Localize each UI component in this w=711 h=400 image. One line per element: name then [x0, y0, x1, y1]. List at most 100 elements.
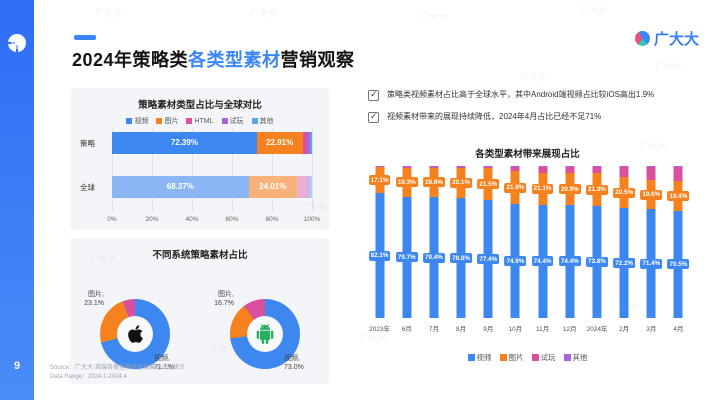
donut-hole: [247, 316, 283, 352]
column-segment-试玩: [402, 166, 412, 168]
bar-row-label: 策略: [80, 139, 95, 148]
column-value-label: 82.1%: [368, 250, 391, 261]
column-value-label: 74.4%: [531, 256, 554, 267]
source-line-1: Source：广大大-双端各类型素材全球展现占比统计: [50, 365, 186, 371]
legend-label: 其他: [572, 353, 588, 362]
legend-label: 其他: [259, 118, 274, 125]
column-value-label: 19.6%: [640, 189, 663, 200]
donut-label: 视频, 71.1%: [154, 355, 194, 373]
column-chart-title: 各类型素材带来展现占比: [475, 149, 580, 160]
type-chart-title: 策略素材类型占比与全球对比: [138, 100, 262, 111]
donut-ring: [230, 299, 300, 369]
watermark: 广大大: [580, 6, 608, 16]
bar-segment-HTML: [296, 176, 306, 198]
legend-label: 试玩: [229, 118, 244, 125]
legend-item: 图片: [499, 352, 524, 363]
column-segment-试玩: [456, 166, 466, 168]
watermark: 广大大: [250, 8, 278, 18]
bar-segment-其他: [309, 176, 312, 198]
checkbox-checked-icon[interactable]: [368, 89, 379, 101]
legend-item: 视频: [467, 352, 492, 363]
gridline: [232, 128, 233, 212]
donut-label: 视频, 73.0%: [284, 355, 324, 373]
gridline: [112, 128, 113, 212]
axis-tick: 0%: [107, 216, 117, 223]
column-stack: [673, 166, 683, 318]
insight-text: 视频素材带来的展现持续降低，2024年4月占比已经不足71%: [387, 112, 602, 121]
watermark: 广大大: [95, 8, 123, 18]
donut-label-name: 图片,: [218, 291, 234, 298]
x-axis-label: 2月: [619, 326, 630, 333]
column-value-label: 78.8%: [450, 253, 473, 264]
axis-tick: 60%: [225, 216, 239, 223]
column-value-label: 21.3%: [586, 184, 608, 195]
x-axis-label: 3月: [646, 326, 657, 333]
title-part-highlight: 各类型素材: [188, 50, 281, 70]
donut-label-name: 视频,: [154, 355, 170, 362]
os-donut-card: 不同系统策略素材占比 图片, 23.1% 视频, 71.1% 图片, 16.7% 视频, 73…: [70, 238, 330, 384]
column-chart-plot: 82.1% 17.1% 2023年 79.7% 19.3% 6月 79.4% 19.6% 7月 7…: [366, 166, 692, 333]
column-value-label: 74.4%: [558, 256, 581, 267]
x-axis-label: 12月: [562, 326, 577, 333]
donut-label-value: 16.7%: [214, 299, 234, 307]
checkbox-checked-icon[interactable]: [368, 111, 379, 123]
legend-swatch: [126, 118, 133, 124]
stacked-bar: 72.39% 22.91%: [112, 132, 312, 154]
legend-label: 图片: [508, 353, 524, 362]
legend-swatch: [186, 118, 193, 124]
column-segment-其他: [510, 166, 520, 167]
legend-label: HTML: [194, 117, 214, 125]
column-10月: 74.9% 21.9% 10月: [502, 166, 529, 333]
bar-segment-图片: 22.91%: [256, 132, 303, 154]
column-value-label: 19.3%: [395, 177, 418, 188]
gridline: [152, 128, 153, 212]
column-segment-试玩: [538, 166, 548, 173]
type-comparison-card: 策略素材类型占比与全球对比 视频 图片 HTML 试玩 其他 策略 72.39% 22.91…: [70, 88, 330, 230]
donut-ios: 图片, 23.1% 视频, 71.1%: [84, 291, 174, 371]
insight-item: 策略类视频素材占比高于全球水平，其中Android端视频占比较iOS高出1.9%: [368, 89, 698, 101]
column-segment-试玩: [565, 166, 575, 174]
x-axis-label: 2024年: [586, 326, 608, 333]
column-stack: [429, 166, 439, 318]
column-value-label: 19.6%: [422, 177, 445, 188]
legend-item: 图片: [156, 116, 178, 126]
column-segment-其他: [592, 166, 602, 167]
column-segment-试玩: [619, 167, 629, 178]
bar-segment-视频: 68.37%: [112, 176, 249, 198]
apple-icon: [127, 325, 143, 343]
x-axis-label: 8月: [456, 326, 467, 333]
gridline: [312, 128, 313, 212]
bar-segment-试玩: [307, 132, 310, 154]
column-value-label: 79.4%: [422, 252, 445, 263]
legend-item: HTML: [186, 116, 214, 126]
watermark: 广大大: [420, 12, 448, 22]
bar-segment-视频: 72.39%: [112, 132, 257, 154]
brand-pie-icon: [634, 31, 650, 46]
stacked-bar: 68.37% 24.01%: [112, 176, 312, 198]
column-value-label: 20.5%: [613, 187, 636, 198]
bar-segment-试玩: [305, 176, 310, 198]
title-accent-dash: [74, 35, 96, 40]
page-number: 9: [13, 360, 21, 372]
x-axis-label: 2023年: [369, 326, 391, 333]
x-axis-label: 9月: [483, 326, 494, 333]
donut-label: 图片, 16.7%: [194, 291, 234, 309]
legend-swatch: [221, 118, 228, 124]
column-value-label: 73.8%: [586, 256, 608, 267]
legend-item: 试玩: [531, 352, 556, 363]
axis-tick: 80%: [265, 216, 279, 223]
bar-value-label: 22.91%: [266, 138, 294, 147]
donut-ring: [100, 299, 170, 369]
title-part-3: 营销观察: [280, 50, 355, 70]
legend-label: 视频: [476, 353, 492, 362]
column-value-label: 21.1%: [531, 183, 554, 194]
legend-swatch: [531, 354, 539, 361]
x-axis-label: 11月: [535, 326, 550, 333]
column-value-label: 20.1%: [450, 177, 473, 188]
android-icon: [256, 324, 274, 344]
column-segment-试玩: [483, 166, 493, 168]
column-2024年: 73.8% 21.3% 2024年: [583, 166, 610, 333]
column-segment-其他: [565, 166, 575, 167]
column-chart-legend: 视频 图片 试玩 其他: [360, 352, 695, 363]
column-segment-试玩: [646, 167, 656, 180]
